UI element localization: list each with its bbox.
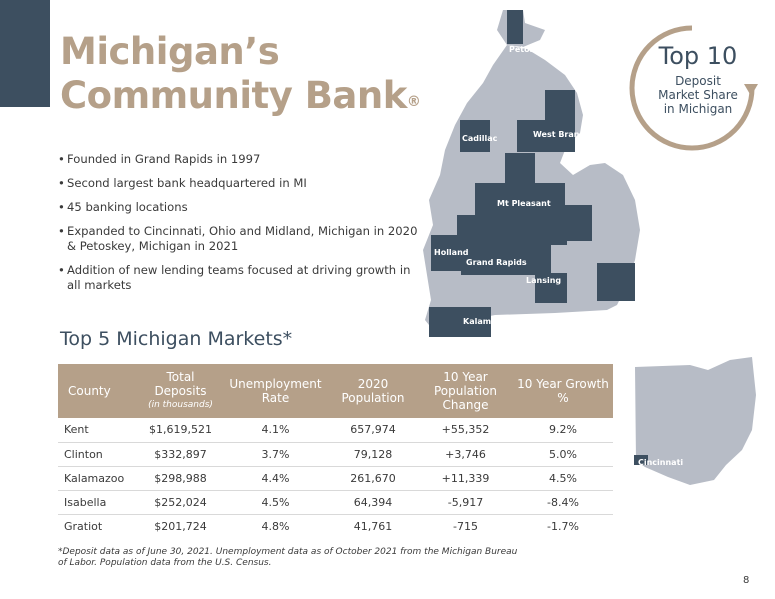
header-deposits: Total Deposits (in thousands) [138,364,223,418]
cell-pop-change: -715 [453,519,478,533]
header-growth: 10 Year Growth % [513,364,613,418]
markets-table: County Total Deposits (in thousands) Une… [58,364,613,538]
fact-item: Addition of new lending teams focused at… [58,263,418,293]
header-pop-change: 10 Year Population Change [418,364,513,418]
city-label-cadillac: Cadillac [462,134,498,143]
footnote: *Deposit data as of June 30, 2021. Unemp… [58,547,518,568]
city-label-cincinnati: Cincinnati [638,458,684,467]
county-west-branch [517,120,575,152]
badge-line-2: Market Share [658,88,738,102]
header-population: 2020 Population [328,364,418,418]
county-west-branch-north [545,90,575,120]
corner-accent-block [0,0,50,107]
cell-growth: 5.0% [513,442,613,467]
cell-unemployment: 4.4% [223,466,328,491]
header-deposits-label: Total Deposits [154,370,207,398]
county-grand-rapids [461,245,551,275]
title-line-1: Michigan’s [60,30,280,73]
header-county: County [58,364,138,418]
city-label-holland: Holland [434,248,469,257]
county-holland [431,235,463,271]
county-lansing [535,273,567,303]
badge-title: Top 10 [658,42,738,70]
fact-item: Second largest bank headquartered in MI [58,176,418,191]
markets-section-title: Top 5 Michigan Markets* [60,328,293,350]
city-label-kalamazoo: Kalamazoo [463,317,513,326]
top10-arrow-ring [629,25,758,151]
county-detroit [597,263,635,301]
cell-pop-change: +11,339 [418,466,513,491]
header-deposits-sub: (in thousands) [148,400,213,410]
page-title: Michigan’s Community Bank® [60,30,421,118]
badge-line-1: Deposit [675,74,721,88]
table-row: Isabella $252,024 4.5% 64,394 -5,917 -8.… [58,490,613,515]
cell-pop-change: +3,746 [418,442,513,467]
cell-deposits: $298,988 [138,466,223,491]
county-kent-row [457,215,567,245]
cell-unemployment: 4.1% [223,418,328,443]
county-petoskey [507,10,523,44]
cell-population: 261,670 [328,466,418,491]
badge-line-3: in Michigan [663,102,733,116]
cell-population: 79,128 [328,442,418,467]
table-row: Gratiot $201,724 4.8% 41,761 -715 -1.7% [58,514,613,538]
cell-deposits: $332,897 [138,442,223,467]
cell-county: Kent [58,418,138,443]
cell-growth: -1.7% [547,519,579,533]
cell-population: 64,394 [328,490,418,515]
table-row: Clinton $332,897 3.7% 79,128 +3,746 5.0% [58,442,613,467]
badge-arrow-icon [744,84,758,96]
cell-population: 657,974 [328,418,418,443]
cell-deposits: $1,619,521 [138,418,223,443]
fact-item: Founded in Grand Rapids in 1997 [58,152,418,167]
cell-growth: 4.5% [513,466,613,491]
city-label-detroit: Detroit [601,310,633,319]
badge-arc [629,25,755,151]
fact-item: Expanded to Cincinnati, Ohio and Midland… [58,224,418,254]
badge-subtitle: Deposit Market Share in Michigan [643,74,753,116]
michigan-map [423,10,640,337]
ohio-map [634,357,756,485]
table-header-row: County Total Deposits (in thousands) Une… [58,364,613,418]
cell-deposits: $201,724 [154,519,207,533]
cell-unemployment: 3.7% [223,442,328,467]
page-number: 8 [743,575,750,586]
county-kalamazoo [429,307,491,337]
county-cadillac [460,120,490,152]
cell-population: 41,761 [353,519,393,533]
cell-growth: 9.2% [513,418,613,443]
city-label-west-branch: West Branch [533,130,590,139]
cell-county: Isabella [58,490,138,515]
cell-deposits: $252,024 [138,490,223,515]
cell-county: Gratiot [64,519,103,533]
cell-pop-change: +55,352 [418,418,513,443]
cell-pop-change: -5,917 [418,490,513,515]
county-osceola [505,153,535,183]
registered-mark: ® [406,94,421,110]
table-row: Kent $1,619,521 4.1% 657,974 +55,352 9.2… [58,418,613,443]
cell-unemployment: 4.8% [261,519,290,533]
ohio-shape [635,357,756,485]
city-label-mt-pleasant: Mt Pleasant [497,199,551,208]
title-line-2-text: Community Bank [60,74,407,117]
cell-unemployment: 4.5% [223,490,328,515]
city-label-lansing: Lansing [526,276,562,285]
title-line-2: Community Bank® [60,74,421,118]
city-label-grand-rapids: Grand Rapids [466,258,527,267]
fact-item: 45 banking locations [58,200,418,215]
header-unemployment: Unemployment Rate [223,364,328,418]
fact-list: Founded in Grand Rapids in 1997 Second l… [58,152,418,302]
cell-growth: -8.4% [513,490,613,515]
city-label-petoskey: Petoskey [509,45,551,54]
county-cincinnati [634,455,648,465]
cell-county: Kalamazoo [58,466,138,491]
table-row: Kalamazoo $298,988 4.4% 261,670 +11,339 … [58,466,613,491]
cell-county: Clinton [58,442,138,467]
